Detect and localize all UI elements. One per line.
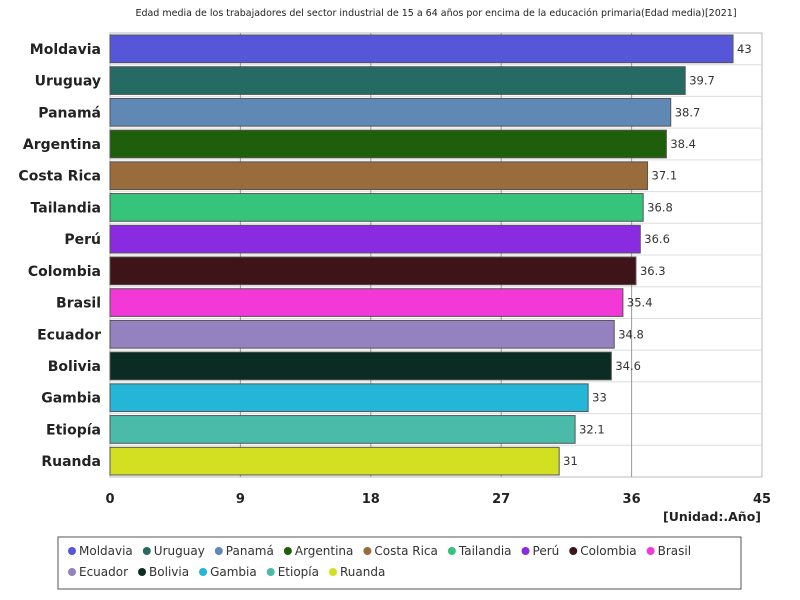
category-label: Gambia	[41, 391, 101, 407]
category-labels: Moldavia Uruguay Panamá Argentina Costa Rica…	[18, 42, 101, 470]
legend-label: Ruanda	[340, 565, 385, 579]
legend-item: Brasil	[646, 544, 691, 558]
bar	[109, 288, 624, 317]
legend-label: Brasil	[658, 544, 691, 558]
legend-item: Argentina	[283, 544, 354, 558]
category-label: Tailandia	[31, 200, 101, 216]
legend-label: Perú	[533, 544, 560, 558]
category-label: Panamá	[38, 105, 101, 121]
legend-label: Panamá	[226, 544, 274, 558]
legend-item: Moldavia	[68, 544, 133, 558]
bar	[109, 97, 672, 127]
legend-swatch	[329, 568, 337, 576]
legend-swatch	[68, 547, 76, 555]
bar	[109, 446, 560, 476]
value-label: 37.1	[652, 169, 678, 183]
value-label: 36.8	[647, 200, 673, 214]
legend-item: Uruguay	[142, 544, 205, 558]
legend-item: Ecuador	[68, 565, 128, 579]
bar	[109, 224, 641, 254]
legend-label: Costa Rica	[374, 544, 437, 558]
legend-box	[57, 536, 742, 590]
legend-item: Etiopía	[266, 565, 319, 579]
legend: Moldavia Uruguay Panamá Argentina Costa Rica…	[57, 536, 742, 590]
value-label: 38.4	[670, 137, 696, 151]
category-label: Colombia	[28, 264, 101, 280]
x-tick-label: 18	[362, 492, 380, 507]
legend-label: Bolivia	[149, 565, 189, 579]
x-axis-ticks: 0 9 18 27 36 45	[105, 492, 771, 507]
x-tick-label: 36	[623, 492, 641, 507]
legend-swatch	[363, 547, 372, 555]
category-label: Etiopía	[46, 422, 101, 438]
bar	[109, 351, 612, 381]
legend-label: Ecuador	[79, 565, 128, 579]
legend-swatch	[521, 547, 530, 555]
legend-swatch	[569, 547, 578, 555]
bar	[109, 129, 667, 159]
value-label: 35.4	[627, 296, 653, 310]
legend-label: Uruguay	[154, 544, 205, 558]
legend-item: Ruanda	[329, 565, 385, 579]
category-label: Argentina	[23, 137, 101, 153]
legend-swatch	[266, 568, 275, 576]
x-tick-label: 27	[492, 492, 510, 507]
category-label: Costa Rica	[18, 169, 101, 185]
value-label: 39.7	[689, 74, 715, 88]
legend-label: Tailandia	[458, 544, 512, 558]
category-label: Bolivia	[48, 359, 101, 375]
value-label: 34.6	[615, 359, 641, 373]
category-label: Ruanda	[41, 454, 101, 470]
value-label: 36.6	[644, 232, 670, 246]
chart-title: Edad media de los trabajadores del secto…	[135, 8, 736, 19]
bar	[109, 256, 637, 286]
bar	[109, 66, 686, 95]
x-tick-label: 0	[105, 492, 114, 507]
legend-item: Colombia	[569, 544, 637, 558]
legend-label: Gambia	[210, 565, 257, 579]
bar	[109, 161, 649, 191]
legend-label: Etiopía	[278, 565, 319, 579]
category-label: Uruguay	[35, 74, 101, 90]
category-label: Brasil	[56, 296, 101, 312]
bars	[109, 34, 734, 476]
legend-item: Panamá	[214, 544, 274, 558]
bar	[109, 415, 576, 444]
legend-item: Costa Rica	[363, 544, 438, 558]
legend-item: Perú	[521, 544, 560, 558]
legend-swatch	[447, 547, 456, 555]
legend-item: Tailandia	[447, 544, 512, 558]
legend-swatch	[68, 568, 76, 576]
legend-label: Colombia	[580, 544, 636, 558]
legend-item: Bolivia	[138, 565, 189, 579]
category-label: Moldavia	[30, 42, 101, 58]
x-tick-label: 9	[236, 492, 245, 507]
bar	[109, 34, 734, 64]
legend-swatch	[646, 547, 655, 555]
value-label: 33	[592, 391, 607, 405]
bar	[109, 383, 589, 413]
bar	[109, 319, 615, 349]
legend-label: Moldavia	[79, 544, 133, 558]
category-label: Perú	[64, 232, 101, 248]
value-label: 32.1	[579, 422, 605, 436]
unit-label: [Unidad:.Año]	[663, 509, 761, 524]
value-label: 31	[563, 454, 578, 468]
x-tick-label: 45	[753, 492, 771, 507]
legend-swatch	[142, 547, 151, 555]
legend-swatch	[199, 568, 208, 576]
legend-label: Argentina	[295, 544, 354, 558]
legend-swatch	[283, 547, 292, 555]
bar	[109, 193, 644, 222]
value-labels: 43 39.7 38.7 38.4 37.1 36.8 36.6 36.3 35.4 34.8 34…	[563, 42, 752, 468]
category-label: Ecuador	[37, 327, 101, 343]
legend-item: Gambia	[199, 565, 257, 579]
value-label: 43	[737, 42, 752, 56]
legend-swatch	[138, 568, 147, 576]
legend-swatch	[214, 547, 223, 555]
value-label: 34.8	[618, 327, 644, 341]
value-label: 38.7	[675, 105, 701, 119]
value-label: 36.3	[640, 264, 666, 278]
